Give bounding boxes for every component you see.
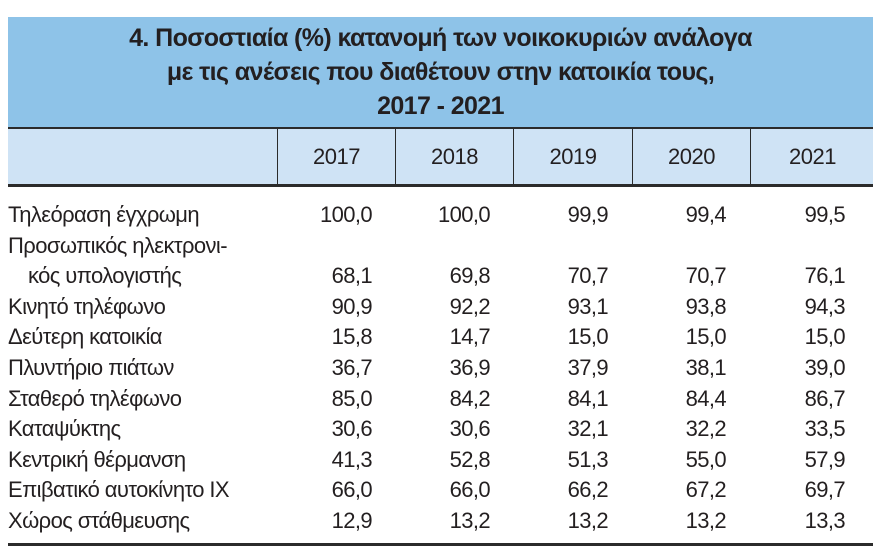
cell-value-2020: 13,2 xyxy=(685,507,727,533)
title-line-2: με τις ανέσεις που διαθέτουν στην κατοικ… xyxy=(166,58,715,86)
row-label: Χώρος στάθμευσης xyxy=(8,506,190,537)
row-label-text: Προσωπικός ηλεκτρονι- xyxy=(8,232,228,258)
row-label: Δεύτερη κατοικία xyxy=(8,322,162,353)
column-header-2018: 2018 xyxy=(395,129,513,184)
table-row: Κινητό τηλέφωνο 90,9 92,2 93,1 93,8 94,3 xyxy=(8,292,873,323)
cell-value-2018: 30,6 xyxy=(449,416,491,442)
cell-value-2018: 69,8 xyxy=(449,263,491,289)
cell-value-2018: 100,0 xyxy=(437,202,491,227)
row-label-text: Καταψύκτης xyxy=(8,416,121,442)
cell-value-2020: 70,7 xyxy=(685,263,727,289)
table-row: Χώρος στάθμευσης 12,9 13,2 13,2 13,2 13,3 xyxy=(8,506,873,537)
cell-value-2021: 69,7 xyxy=(804,477,846,503)
cell-value-2018: 92,2 xyxy=(449,293,491,319)
cell-value-2017: 100,0 xyxy=(319,202,373,227)
cell-value-2019: 15,0 xyxy=(567,324,609,350)
row-label: Σταθερό τηλέφωνο xyxy=(8,384,182,415)
cell-value-2018: 84,2 xyxy=(449,385,491,411)
cell-value-2019: 99,9 xyxy=(567,202,609,227)
cell-value-2017: 85,0 xyxy=(331,385,373,411)
cell-value-2017: 30,6 xyxy=(331,416,373,442)
row-label-text: Κεντρική θέρμανση xyxy=(8,446,186,472)
row-label: Πλυντήριο πιάτων xyxy=(8,353,174,384)
table-title-band: 4. Ποσοστιαία (%) κατανομή των νοικοκυρι… xyxy=(8,17,873,127)
cell-value-2019: 13,2 xyxy=(567,507,609,533)
cell-value-2018: 36,9 xyxy=(449,354,491,380)
table-title: 4. Ποσοστιαία (%) κατανομή των νοικοκυρι… xyxy=(8,17,873,123)
cell-value-2017: 36,7 xyxy=(331,354,373,380)
cell-value-2019: 32,1 xyxy=(567,416,609,442)
row-label-text: Πλυντήριο πιάτων xyxy=(8,354,174,380)
row-label-text: Δεύτερη κατοικία xyxy=(8,324,162,350)
cell-value-2020: 55,0 xyxy=(685,446,727,472)
table-row: Πλυντήριο πιάτων 36,7 36,9 37,9 38,1 39,0 xyxy=(8,353,873,384)
cell-value-2018: 14,7 xyxy=(449,324,491,350)
cell-value-2017: 66,0 xyxy=(331,477,373,503)
cell-value-2020: 38,1 xyxy=(685,354,727,380)
cell-value-2017: 68,1 xyxy=(331,263,373,289)
cell-value-2020: 32,2 xyxy=(685,416,727,442)
cell-value-2021: 94,3 xyxy=(804,293,846,319)
cell-value-2019: 84,1 xyxy=(567,385,609,411)
row-label: Επιβατικό αυτοκίνητο ΙΧ xyxy=(8,475,230,506)
cell-value-2020: 67,2 xyxy=(685,477,727,503)
cell-value-2018: 66,0 xyxy=(449,477,491,503)
row-label: Καταψύκτης xyxy=(8,414,121,445)
title-line-1: 4. Ποσοστιαία (%) κατανομή των νοικοκυρι… xyxy=(129,24,752,52)
title-line-3: 2017 - 2021 xyxy=(377,92,504,120)
cell-value-2017: 12,9 xyxy=(331,507,373,533)
cell-value-2019: 93,1 xyxy=(567,293,609,319)
row-label: Κεντρική θέρμανση xyxy=(8,445,186,476)
cell-value-2017: 41,3 xyxy=(331,446,373,472)
table-row: Δεύτερη κατοικία 15,8 14,7 15,0 15,0 15,0 xyxy=(8,322,873,353)
table-row: Επιβατικό αυτοκίνητο ΙΧ 66,0 66,0 66,2 67,2 6… xyxy=(8,475,873,506)
cell-value-2020: 93,8 xyxy=(685,293,727,319)
row-label: Προσωπικός ηλεκτρονι-κός υπολογιστής xyxy=(8,231,228,292)
table-row: Καταψύκτης 30,6 30,6 32,1 32,2 33,5 xyxy=(8,414,873,445)
cell-value-2019: 66,2 xyxy=(567,477,609,503)
row-label-text: Επιβατικό αυτοκίνητο ΙΧ xyxy=(8,477,230,503)
cell-value-2021: 13,3 xyxy=(804,507,846,533)
row-label-text-continued: κός υπολογιστής xyxy=(28,263,182,289)
cell-value-2021: 76,1 xyxy=(804,263,846,289)
cell-value-2019: 37,9 xyxy=(567,354,609,380)
row-label: Κινητό τηλέφωνο xyxy=(8,292,166,323)
cell-value-2020: 84,4 xyxy=(685,385,727,411)
column-header-2017: 2017 xyxy=(277,129,395,184)
row-label-text: Σταθερό τηλέφωνο xyxy=(8,385,182,411)
table-row: Τηλεόραση έγχρωμη 100,0 100,0 99,9 99,4 99,5 xyxy=(8,200,873,231)
column-header-2021: 2021 xyxy=(750,129,874,184)
cell-value-2021: 99,5 xyxy=(804,202,846,227)
cell-value-2018: 13,2 xyxy=(449,507,491,533)
row-label-text: Τηλεόραση έγχρωμη xyxy=(8,202,200,227)
cell-value-2021: 39,0 xyxy=(804,354,846,380)
column-header-2019: 2019 xyxy=(513,129,632,184)
cell-value-2020: 99,4 xyxy=(685,202,727,227)
cell-value-2019: 70,7 xyxy=(567,263,609,289)
cell-value-2021: 57,9 xyxy=(804,446,846,472)
row-label-text: Κινητό τηλέφωνο xyxy=(8,293,166,319)
table-row: Προσωπικός ηλεκτρονι-κός υπολογιστής 68,1… xyxy=(8,231,873,292)
bottom-rule xyxy=(8,543,873,546)
row-label-text: Χώρος στάθμευσης xyxy=(8,507,190,533)
column-header-row: 2017 2018 2019 2020 2021 xyxy=(8,127,873,187)
cell-value-2018: 52,8 xyxy=(449,446,491,472)
cell-value-2019: 51,3 xyxy=(567,446,609,472)
cell-value-2017: 15,8 xyxy=(331,324,373,350)
cell-value-2017: 90,9 xyxy=(331,293,373,319)
column-header-2020: 2020 xyxy=(632,129,750,184)
cell-value-2021: 33,5 xyxy=(804,416,846,442)
cell-value-2021: 15,0 xyxy=(804,324,846,350)
row-label: Τηλεόραση έγχρωμη xyxy=(8,200,200,231)
table-row: Κεντρική θέρμανση 41,3 52,8 51,3 55,0 57,9 xyxy=(8,445,873,476)
table-body: Τηλεόραση έγχρωμη 100,0 100,0 99,9 99,4 99,5 Π… xyxy=(8,200,873,537)
cell-value-2020: 15,0 xyxy=(685,324,727,350)
cell-value-2021: 86,7 xyxy=(804,385,846,411)
table-row: Σταθερό τηλέφωνο 85,0 84,2 84,1 84,4 86,7 xyxy=(8,384,873,415)
